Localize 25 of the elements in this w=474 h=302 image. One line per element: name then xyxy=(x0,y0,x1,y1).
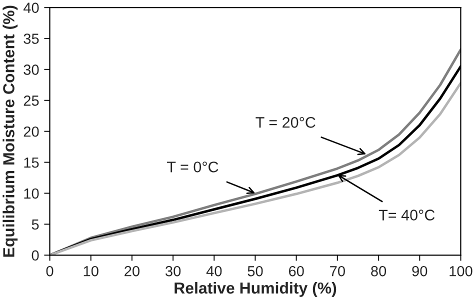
x-tick-label: 70 xyxy=(330,266,345,276)
x-tick-label: 60 xyxy=(288,266,304,276)
y-tick-label: 20 xyxy=(24,126,39,137)
x-tick-label: 0 xyxy=(46,266,54,276)
x-tick-label: 20 xyxy=(124,266,140,276)
x-tick-label: 80 xyxy=(371,266,386,276)
y-axis-title: Equilibrium Moisture Content (%) xyxy=(2,6,18,257)
y-tick-label: 25 xyxy=(24,96,39,106)
annotation: T = 20°C xyxy=(256,117,316,128)
y-tick-label: 15 xyxy=(24,158,39,168)
y-tick-label: 30 xyxy=(24,64,39,75)
y-tick-label: 40 xyxy=(23,2,39,13)
y-tick-label: 35 xyxy=(24,34,39,44)
x-tick-label: 100 xyxy=(450,266,472,276)
annotation: T = 0°C xyxy=(167,162,218,172)
x-tick-label: 30 xyxy=(166,266,181,276)
x-tick-label: 10 xyxy=(84,266,98,276)
y-tick-label: 5 xyxy=(32,219,39,230)
x-tick-label: 40 xyxy=(206,266,222,276)
y-tick-label: 10 xyxy=(24,188,39,199)
x-axis-title: Relative Humidity (%) xyxy=(174,282,336,297)
annotation: T= 40°C xyxy=(378,210,435,220)
x-tick-label: 50 xyxy=(248,266,263,276)
x-tick-label: 90 xyxy=(412,266,428,276)
y-tick-label: 0 xyxy=(32,250,39,261)
